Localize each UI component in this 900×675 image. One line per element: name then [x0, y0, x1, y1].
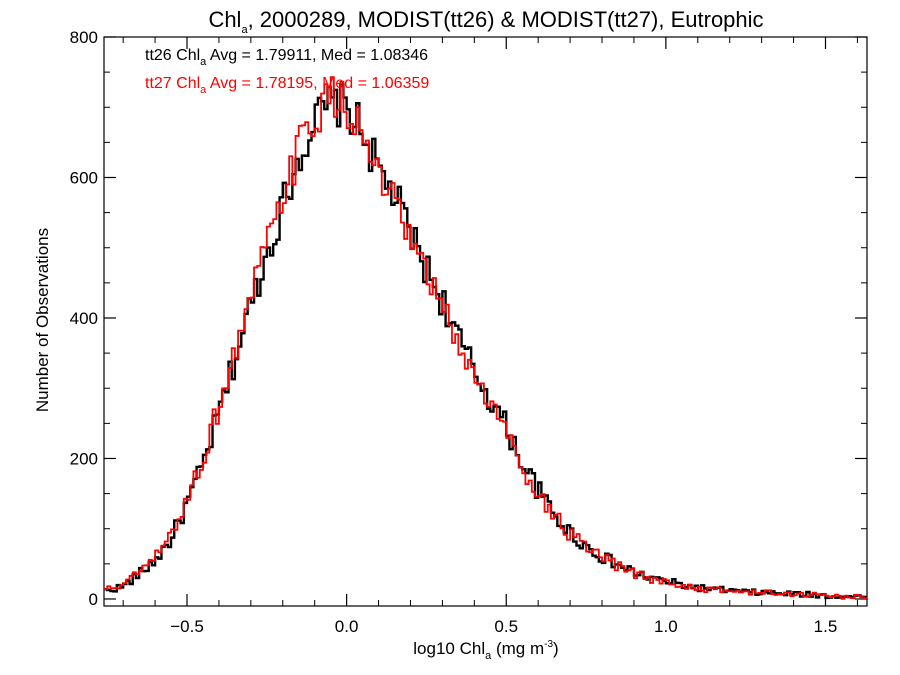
- y-tick-label: 800: [70, 28, 98, 47]
- x-tick-label: −0.5: [170, 617, 204, 636]
- y-tick-label: 0: [89, 590, 98, 609]
- annotation-tt26: tt26 Chla Avg = 1.79911, Med = 1.08346: [145, 47, 428, 68]
- chart-title: Chla, 2000289, MODIST(tt26) & MODIST(tt2…: [208, 7, 763, 36]
- series-layer: [104, 76, 867, 600]
- annotation-tt27: tt27 Chla Avg = 1.78195, Med = 1.06359: [145, 75, 429, 96]
- y-tick-label: 600: [70, 168, 98, 187]
- y-axis-label: Number of Observations: [33, 228, 52, 412]
- x-axis-label: log10 Chla (mg m-3): [413, 639, 558, 662]
- series-tt27-line: [104, 76, 867, 600]
- annotations: tt26 Chla Avg = 1.79911, Med = 1.08346 tt…: [145, 47, 429, 96]
- plot-frame: [103, 36, 868, 607]
- x-axis: −0.5 0.0 0.5 1.0 1.5: [122, 37, 858, 636]
- y-axis: 0 200 400 600 800: [70, 28, 867, 609]
- x-tick-label: 0.0: [335, 617, 359, 636]
- y-tick-label: 200: [70, 449, 98, 468]
- x-tick-label: 0.5: [494, 617, 518, 636]
- series-tt26-line: [104, 83, 867, 600]
- y-tick-label: 400: [70, 309, 98, 328]
- x-tick-label: 1.0: [654, 617, 678, 636]
- x-tick-label: 1.5: [814, 617, 838, 636]
